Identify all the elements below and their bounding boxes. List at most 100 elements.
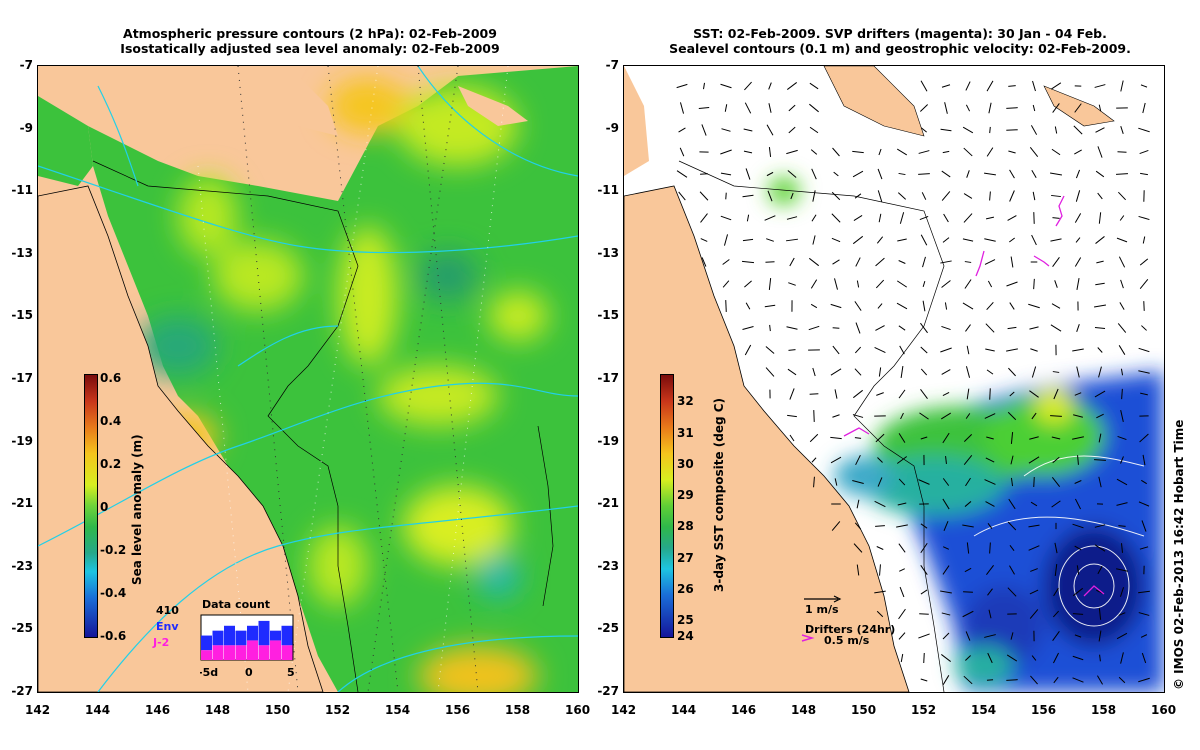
velocity-arrow [1116, 173, 1128, 175]
velocity-arrow [1009, 565, 1015, 575]
velocity-arrow [788, 104, 796, 112]
velocity-arrow [1050, 82, 1062, 90]
left-xtick-label: 154 [385, 703, 411, 717]
velocity-arrow [744, 280, 752, 288]
velocity-arrow [745, 302, 751, 310]
velocity-arrow [988, 609, 992, 619]
velocity-arrow [1098, 366, 1102, 378]
velocity-arrow [1097, 565, 1103, 575]
velocity-arrow [1097, 192, 1103, 200]
velocity-arrow [854, 437, 862, 439]
velocity-arrow [854, 301, 862, 311]
velocity-arrow [813, 410, 815, 422]
velocity-arrow [897, 502, 907, 506]
velocity-arrow [831, 213, 841, 223]
velocity-arrow [878, 213, 882, 223]
velocity-arrow [1074, 545, 1082, 551]
velocity-arrow [766, 124, 774, 136]
sea-level-colorbar [84, 374, 98, 638]
velocity-arrow [899, 212, 905, 224]
velocity-arrow [1121, 388, 1123, 400]
velocity-arrow [765, 261, 775, 263]
velocity-arrow [918, 479, 930, 485]
velocity-arrow [874, 500, 886, 508]
velocity-arrow [986, 147, 994, 157]
velocity-arrow [1138, 215, 1150, 221]
right-title: SST: 02-Feb-2009. SVP drifters (magenta)… [620, 26, 1180, 56]
velocity-arrow [811, 168, 817, 180]
right-ytick-label: -23 [597, 558, 619, 573]
velocity-arrow [899, 568, 905, 572]
velocity-arrow [853, 543, 863, 553]
velocity-arrow [853, 214, 863, 222]
right-ytick-label: -25 [597, 621, 619, 636]
velocity-arrow [1118, 191, 1126, 201]
velocity-arrow [1099, 654, 1101, 662]
velocity-arrow [919, 104, 929, 112]
sst-tick-3: 30 [677, 457, 694, 471]
velocity-arrow [965, 631, 971, 641]
velocity-arrow [984, 259, 996, 265]
velocity-arrow [810, 279, 818, 289]
velocity-arrow [1119, 215, 1125, 221]
velocity-arrow [940, 412, 952, 420]
left-title: Atmospheric pressure contours (2 hPa): 0… [40, 26, 580, 56]
velocity-arrow [876, 236, 884, 244]
sl-tick-2: 0.4 [100, 414, 121, 428]
velocity-arrow [1118, 612, 1126, 616]
left-ytick-label: -11 [11, 183, 33, 198]
velocity-arrow [1051, 436, 1061, 440]
velocity-arrow [1050, 172, 1062, 176]
velocity-arrow [965, 81, 971, 91]
sst-tick-4: 29 [677, 488, 694, 502]
velocity-arrow [1072, 523, 1084, 529]
velocity-arrow [698, 107, 710, 109]
velocity-arrow [1116, 237, 1128, 243]
velocity-arrow [920, 523, 928, 529]
velocity-arrow [1095, 127, 1105, 133]
velocity-arrow [966, 542, 970, 554]
velocity-arrow [1028, 456, 1040, 464]
velocity-arrow [1051, 500, 1061, 508]
velocity-arrow [920, 389, 928, 399]
velocity-arrow [941, 170, 951, 178]
velocity-arrow [789, 388, 795, 400]
velocity-arrow [1050, 415, 1062, 417]
velocity-arrow [1138, 612, 1150, 616]
velocity-arrow [987, 523, 993, 529]
velocity-arrow [1030, 568, 1038, 572]
right-xtick-label: 144 [671, 703, 697, 717]
velocity-arrow [1052, 103, 1060, 113]
velocity-arrow [701, 257, 707, 267]
velocity-scale-label: 1 m/s [805, 603, 839, 616]
velocity-arrow [877, 168, 883, 180]
velocity-arrow [942, 565, 950, 575]
velocity-arrow [986, 436, 994, 440]
velocity-arrow [876, 546, 884, 550]
velocity-arrow [1054, 280, 1058, 288]
velocity-arrow [1094, 544, 1106, 552]
png-land [823, 66, 925, 137]
velocity-arrow [854, 346, 862, 354]
velocity-arrow [1051, 477, 1061, 487]
velocity-arrow [920, 368, 928, 376]
env-count-bar [235, 630, 247, 646]
velocity-arrow [724, 104, 728, 112]
velocity-arrow [898, 632, 906, 640]
velocity-arrow [809, 82, 819, 90]
sst-tick-7: 26 [677, 582, 694, 596]
velocity-arrow [1054, 564, 1058, 576]
altimeter-tracks [237, 66, 479, 692]
left-xtick-label: 144 [85, 703, 111, 717]
sst-tick-5: 28 [677, 519, 694, 533]
velocity-arrow [1072, 348, 1084, 352]
velocity-arrow [920, 436, 928, 440]
velocity-arrow [989, 388, 991, 400]
velocity-arrow [787, 414, 797, 418]
velocity-arrow [1009, 391, 1015, 397]
velocity-arrow [942, 498, 950, 510]
sl-tick-7: -0.6 [100, 629, 126, 640]
velocity-arrow [944, 302, 948, 310]
sea-level-map [37, 65, 579, 693]
velocity-arrow [1120, 368, 1124, 376]
